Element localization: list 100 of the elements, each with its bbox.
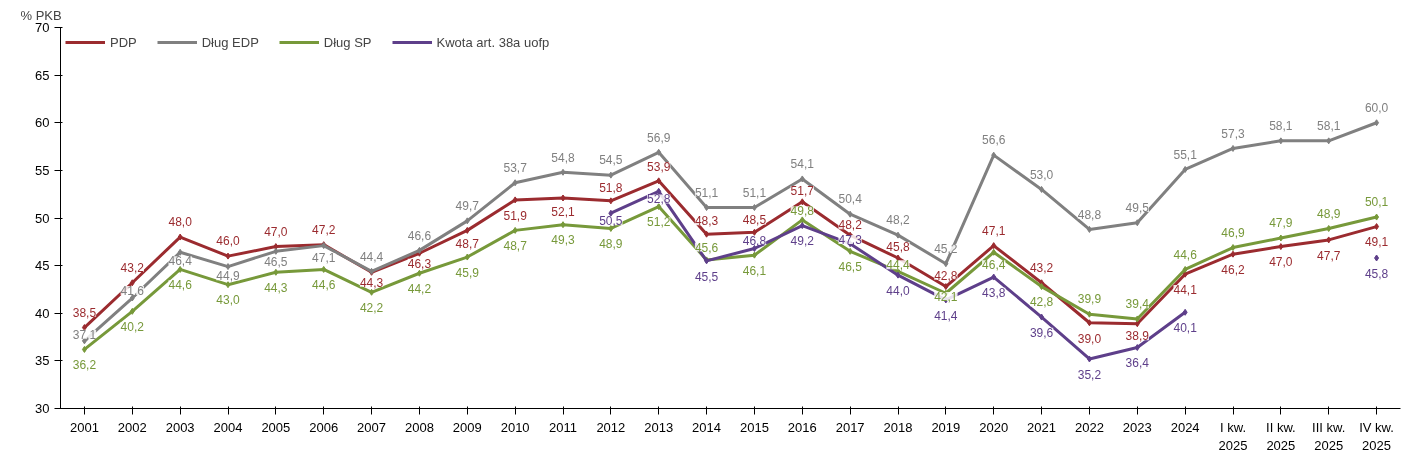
y-tick-label: 35 bbox=[35, 353, 50, 369]
data-label: 50,4 bbox=[838, 192, 863, 207]
x-tick-label: 2008 bbox=[404, 419, 434, 435]
data-label: 51,2 bbox=[647, 215, 671, 230]
data-label: 47,2 bbox=[312, 222, 336, 237]
y-tick-label: 50 bbox=[35, 210, 50, 226]
data-label: 44,0 bbox=[886, 283, 910, 298]
x-tick-label: 2023 bbox=[1122, 419, 1152, 435]
data-label: 45,8 bbox=[1364, 266, 1389, 281]
data-label: 54,5 bbox=[599, 153, 623, 168]
x-tick-label: 2015 bbox=[739, 419, 769, 435]
x-tick-label: IV kw. 2025 bbox=[1359, 419, 1394, 453]
data-label: 49,2 bbox=[790, 234, 815, 249]
x-tick-label: 2016 bbox=[787, 419, 817, 435]
data-label: 58,1 bbox=[1269, 119, 1293, 134]
data-label: 36,2 bbox=[72, 358, 97, 373]
y-tick-label: 55 bbox=[35, 162, 50, 178]
data-label: 49,1 bbox=[1364, 235, 1389, 250]
data-label: 47,9 bbox=[1269, 216, 1293, 231]
data-label: 48,7 bbox=[455, 237, 480, 252]
data-label: 46,1 bbox=[742, 263, 767, 278]
y-tick-label: 40 bbox=[35, 305, 50, 321]
data-label: 49,8 bbox=[790, 204, 815, 219]
data-label: 47,1 bbox=[312, 251, 336, 266]
data-label: 47,1 bbox=[982, 223, 1006, 238]
data-label: 37,1 bbox=[72, 327, 97, 342]
data-label: 39,4 bbox=[1125, 297, 1150, 312]
data-label: 48,5 bbox=[742, 213, 767, 228]
data-label: 47,0 bbox=[264, 224, 288, 239]
data-label: 48,2 bbox=[886, 213, 910, 228]
x-tick-label: 2002 bbox=[117, 419, 147, 435]
data-label: 60,0 bbox=[1364, 101, 1389, 116]
data-label: 46,4 bbox=[982, 258, 1006, 273]
data-label: 42,8 bbox=[934, 268, 958, 283]
data-label: 57,3 bbox=[1221, 126, 1245, 141]
x-tick-label: 2011 bbox=[549, 419, 577, 435]
data-label: 44,6 bbox=[1173, 247, 1198, 262]
data-label: 46,5 bbox=[838, 260, 863, 275]
x-tick-label: 2013 bbox=[644, 419, 674, 435]
x-tick-label: 2024 bbox=[1170, 419, 1200, 435]
data-label: 48,8 bbox=[1077, 207, 1102, 222]
x-tick-label: III kw. 2025 bbox=[1312, 419, 1346, 453]
data-label: 47,0 bbox=[1269, 255, 1293, 270]
data-label: 39,9 bbox=[1077, 292, 1102, 307]
x-tick-label: 2017 bbox=[835, 419, 865, 435]
data-label: 44,4 bbox=[886, 258, 910, 273]
x-tick-label: 2009 bbox=[452, 419, 482, 435]
data-label: 45,6 bbox=[694, 240, 719, 255]
data-label: 44,6 bbox=[312, 278, 336, 293]
data-label: 50,1 bbox=[1364, 195, 1389, 210]
data-label: 53,7 bbox=[503, 161, 528, 176]
y-axis-title: % PKB bbox=[20, 7, 62, 23]
data-label: 45,8 bbox=[886, 240, 910, 255]
data-label: 46,8 bbox=[742, 233, 767, 248]
data-label: 43,8 bbox=[982, 285, 1006, 300]
y-tick-label: 30 bbox=[35, 401, 50, 416]
x-tick-label: 2022 bbox=[1074, 419, 1104, 435]
data-label: 46,6 bbox=[407, 228, 432, 243]
x-tick-label: 2019 bbox=[931, 419, 961, 435]
data-label: 53,9 bbox=[647, 160, 671, 175]
data-label: 43,0 bbox=[216, 293, 240, 308]
y-tick-label: 65 bbox=[35, 67, 50, 83]
data-label: 38,9 bbox=[1125, 329, 1150, 344]
x-tick-label: 2007 bbox=[357, 419, 387, 435]
x-tick-label: I kw. 2025 bbox=[1218, 419, 1248, 453]
data-label: 56,6 bbox=[982, 133, 1006, 148]
legend-label: Kwota art. 38a uofp bbox=[436, 34, 550, 50]
data-label: 52,8 bbox=[647, 192, 671, 207]
data-label: 52,1 bbox=[551, 204, 575, 219]
data-label: 42,8 bbox=[1029, 295, 1054, 310]
data-label: 43,2 bbox=[1029, 261, 1054, 276]
x-tick-label: 2021 bbox=[1027, 419, 1057, 435]
data-label: 58,1 bbox=[1317, 119, 1341, 134]
data-label: 46,9 bbox=[1221, 225, 1245, 240]
data-label: 47,7 bbox=[1317, 248, 1341, 263]
data-label: 54,8 bbox=[551, 150, 575, 165]
data-label: 48,3 bbox=[694, 214, 719, 229]
x-tick-label: 2020 bbox=[979, 419, 1009, 435]
data-label: 44,4 bbox=[359, 249, 384, 264]
data-label: 54,1 bbox=[790, 157, 815, 172]
data-label: 44,6 bbox=[168, 278, 193, 293]
x-tick-label: 2010 bbox=[500, 419, 530, 435]
data-label: 45,5 bbox=[694, 269, 719, 284]
x-tick-label: 2001 bbox=[69, 419, 99, 435]
data-label: 49,7 bbox=[455, 199, 480, 214]
data-label: 44,3 bbox=[359, 275, 384, 290]
x-tick-label: 2012 bbox=[596, 419, 626, 435]
data-label: 49,5 bbox=[1125, 201, 1150, 216]
legend-label: PDP bbox=[110, 34, 137, 50]
data-label: 48,0 bbox=[168, 215, 193, 230]
data-label: 51,7 bbox=[790, 183, 815, 198]
data-label: 53,0 bbox=[1029, 167, 1054, 182]
x-tick-label: 2018 bbox=[883, 419, 913, 435]
data-label: 48,9 bbox=[599, 237, 623, 252]
x-tick-label: 2014 bbox=[692, 419, 722, 435]
data-label: 38,5 bbox=[72, 305, 97, 320]
data-label: 44,3 bbox=[264, 281, 288, 296]
data-label: 55,1 bbox=[1173, 147, 1198, 162]
y-tick-label: 60 bbox=[35, 115, 50, 131]
x-tick-label: 2006 bbox=[309, 419, 339, 435]
